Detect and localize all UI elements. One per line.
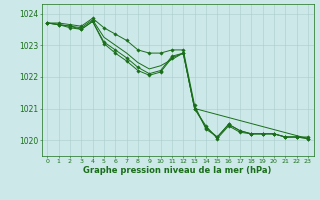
- X-axis label: Graphe pression niveau de la mer (hPa): Graphe pression niveau de la mer (hPa): [84, 166, 272, 175]
